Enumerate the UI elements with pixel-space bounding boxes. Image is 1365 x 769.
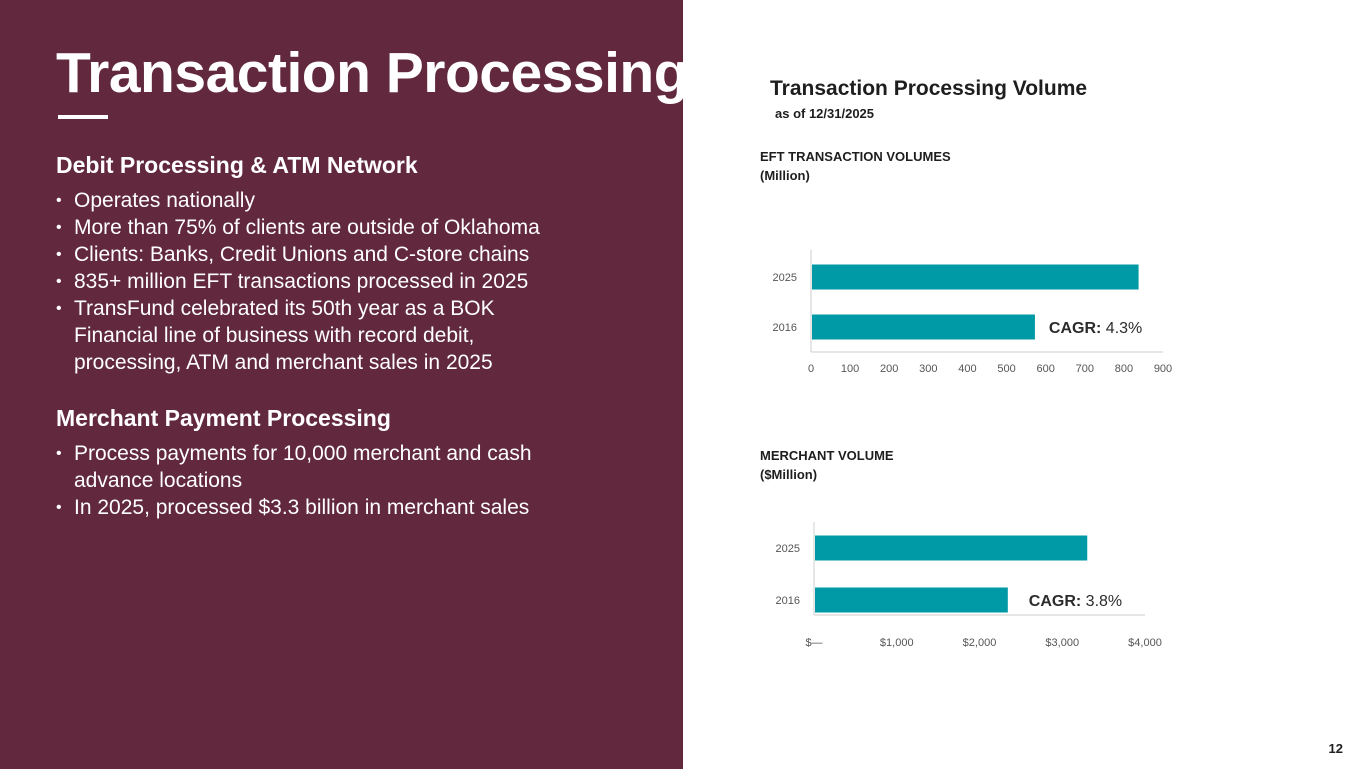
eft-tick-label: 800 xyxy=(1115,363,1133,375)
bullet-text: 835+ million EFT transactions processed … xyxy=(74,270,529,293)
bullet-item: • 835+ million EFT transactions processed… xyxy=(56,268,656,295)
eft-bar-2025 xyxy=(812,264,1139,290)
merchant-bar-2025 xyxy=(815,535,1088,561)
eft-tick-label: 300 xyxy=(919,363,937,375)
bullet-item: • Clients: Banks, Credit Unions and C-sto… xyxy=(56,241,656,268)
bullet-text: Operates nationally xyxy=(74,189,255,212)
merchant-bar-2016 xyxy=(815,587,1008,613)
bullet-text: In 2025, processed $3.3 billion in merch… xyxy=(74,496,530,519)
merchant-cagr-label: CAGR: xyxy=(1029,593,1081,610)
title-underline xyxy=(58,115,108,119)
merchant-chart-heading-line2: ($Million) xyxy=(760,467,818,482)
chart-section-title: Transaction Processing Volume xyxy=(770,77,1088,100)
eft-chart-heading: EFT TRANSACTION VOLUMES (Million) xyxy=(760,147,951,185)
bullet-glyph: • xyxy=(56,499,62,516)
eft-chart-heading-line1: EFT TRANSACTION VOLUMES xyxy=(760,149,951,164)
page-number: 12 xyxy=(1328,741,1343,756)
bullet-glyph: • xyxy=(56,445,62,462)
bullet-item: • More than 75% of clients are outside of… xyxy=(56,214,656,241)
eft-cagr-value: 4.3% xyxy=(1101,320,1142,337)
section-heading-merchant: Merchant Payment Processing xyxy=(56,405,391,431)
page-title: Transaction Processing xyxy=(56,41,689,105)
merchant-tick-label: $1,000 xyxy=(880,637,914,649)
eft-cagr-annotation: CAGR: 4.3% xyxy=(1049,320,1142,337)
merchant-category-label: 2016 xyxy=(776,595,800,607)
left-panel: Transaction Processing Debit Processing … xyxy=(0,0,683,769)
bullet-item: • Operates nationally xyxy=(56,187,656,214)
bullet-glyph: • xyxy=(56,192,62,209)
bullet-text: TransFund celebrated its 50th year as a … xyxy=(74,297,495,374)
eft-tick-label: 900 xyxy=(1154,363,1172,375)
eft-tick-label: 200 xyxy=(880,363,898,375)
bullet-glyph: • xyxy=(56,246,62,263)
bullet-glyph: • xyxy=(56,300,62,317)
merchant-tick-label: $3,000 xyxy=(1045,637,1079,649)
bullet-text: Clients: Banks, Credit Unions and C-stor… xyxy=(74,243,530,266)
merchant-chart-heading: MERCHANT VOLUME ($Million) xyxy=(760,446,894,484)
bullet-item: • In 2025, processed $3.3 billion in merc… xyxy=(56,494,656,521)
merchant-cagr-annotation: CAGR: 3.8% xyxy=(1029,593,1122,610)
bullet-item: • Process payments for 10,000 merchant an… xyxy=(56,440,596,494)
eft-tick-label: 600 xyxy=(1036,363,1054,375)
merchant-bullet-list: • Process payments for 10,000 merchant an… xyxy=(56,440,656,521)
eft-category-label: 2025 xyxy=(773,272,797,284)
bullet-glyph: • xyxy=(56,273,62,290)
eft-cagr-label: CAGR: xyxy=(1049,320,1101,337)
debit-bullet-list: • Operates nationally • More than 75% of c… xyxy=(56,187,656,376)
merchant-category-label: 2025 xyxy=(776,543,800,555)
merchant-tick-label: $— xyxy=(805,637,822,649)
bullet-item: • TransFund celebrated its 50th year as a… xyxy=(56,295,536,376)
eft-tick-label: 100 xyxy=(841,363,859,375)
eft-tick-label: 400 xyxy=(958,363,976,375)
chart-section-subtitle: as of 12/31/2025 xyxy=(775,106,875,121)
section-heading-debit: Debit Processing & ATM Network xyxy=(56,152,418,178)
merchant-tick-label: $2,000 xyxy=(963,637,997,649)
eft-tick-label: 0 xyxy=(808,363,814,375)
eft-tick-label: 700 xyxy=(1076,363,1094,375)
eft-bar-2016 xyxy=(812,314,1035,340)
eft-chart-heading-line2: (Million) xyxy=(760,168,810,183)
merchant-chart-heading-line1: MERCHANT VOLUME xyxy=(760,448,894,463)
eft-category-label: 2016 xyxy=(773,322,797,334)
merchant-cagr-value: 3.8% xyxy=(1081,593,1122,610)
bullet-text: Process payments for 10,000 merchant and… xyxy=(74,442,532,492)
bullet-text: More than 75% of clients are outside of … xyxy=(74,216,540,239)
bullet-glyph: • xyxy=(56,219,62,236)
merchant-tick-label: $4,000 xyxy=(1128,637,1162,649)
eft-tick-label: 500 xyxy=(997,363,1015,375)
